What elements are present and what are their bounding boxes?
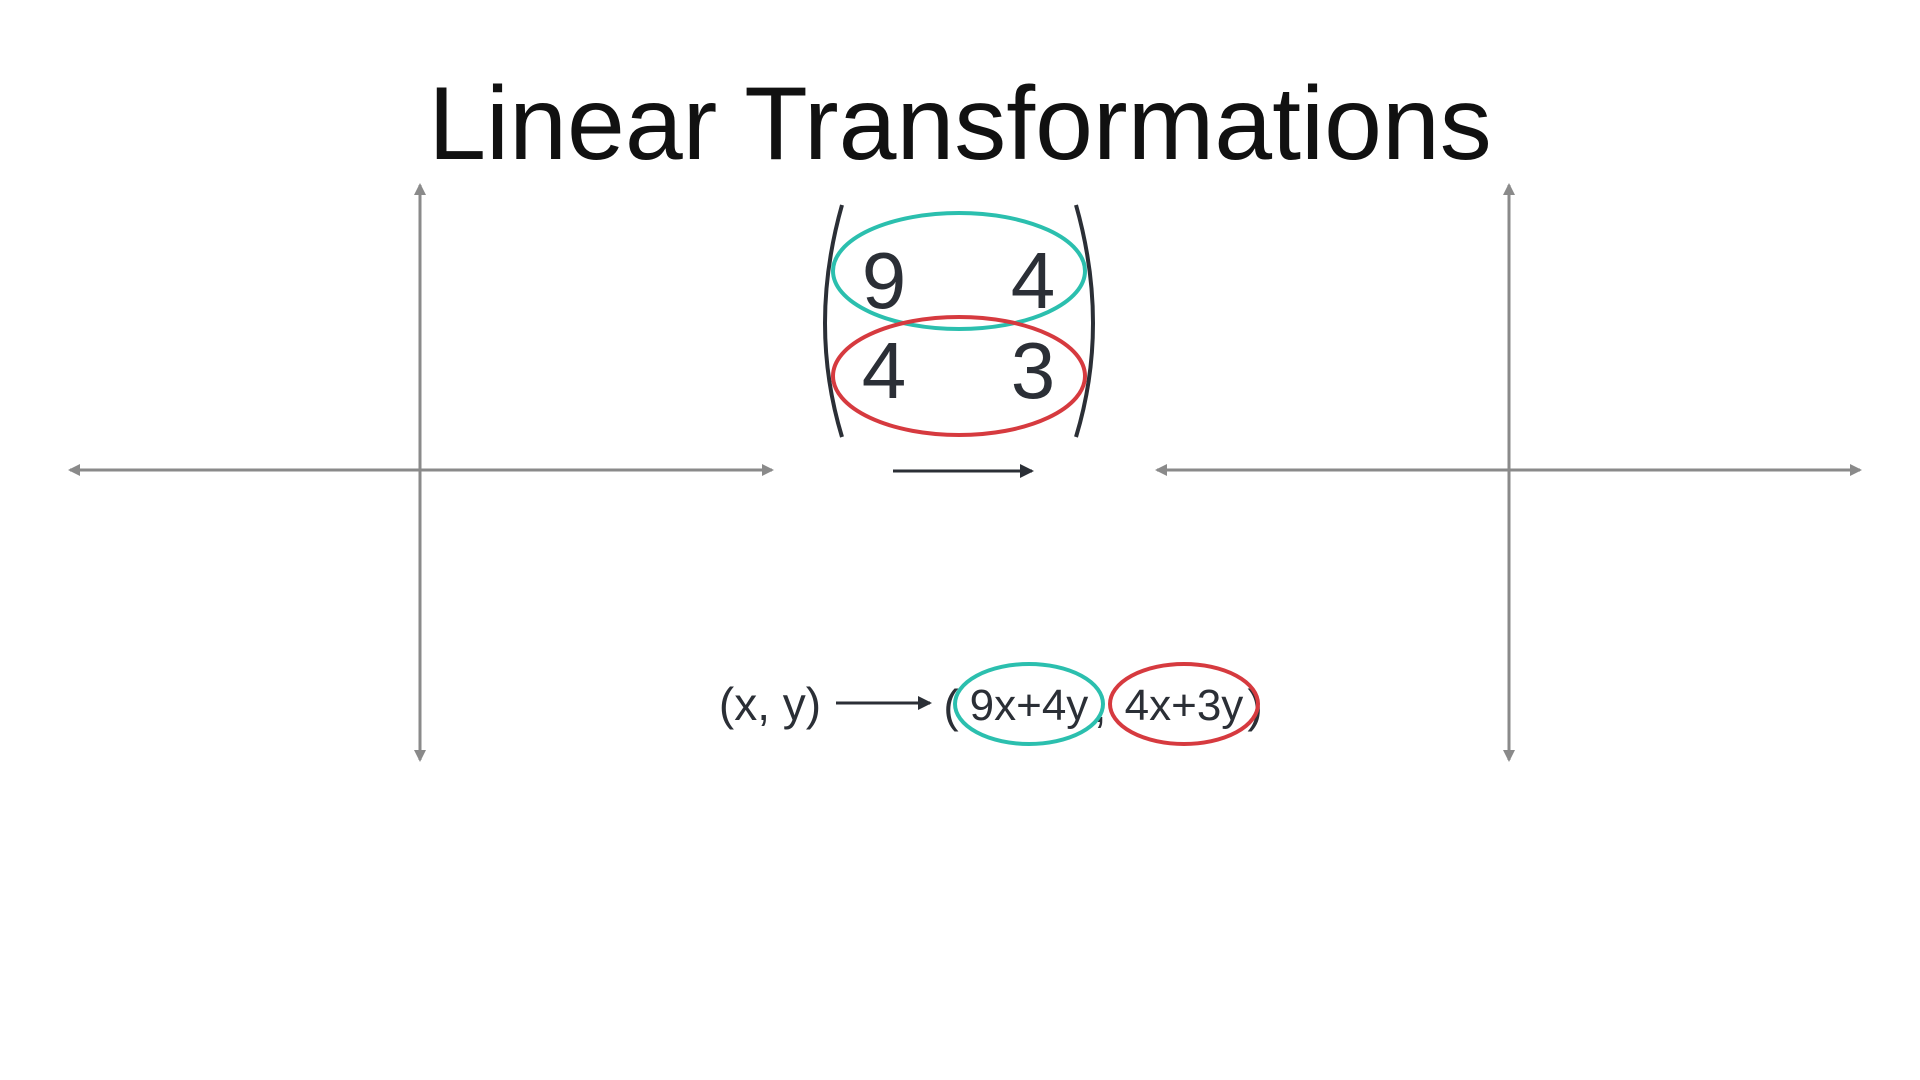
output-x-highlight-ellipse [953, 662, 1105, 746]
output-y-highlight-ellipse [1108, 662, 1260, 746]
matrix-left-bracket [823, 204, 844, 438]
slide-title: Linear Transformations [428, 66, 1492, 182]
mapping-equation: (x, y) ( 9x+4y , 4x+3y ) [719, 662, 1263, 746]
matrix-entry-r2c1: 4 [862, 326, 907, 415]
matrix-right-bracket [1074, 204, 1095, 438]
matrix: 9 4 4 3 [823, 204, 1095, 438]
mapping-output-y: 4x+3y [1125, 681, 1244, 730]
mapping-open-paren: ( [943, 680, 959, 732]
right-axes [1155, 183, 1862, 762]
row2-highlight-ellipse [831, 315, 1087, 437]
matrix-entry-r2c2: 3 [1011, 326, 1056, 415]
mapping-input: (x, y) [719, 678, 821, 730]
mapping-output-x: 9x+4y [970, 681, 1089, 730]
row1-highlight-ellipse [831, 211, 1087, 331]
left-axes [68, 183, 774, 762]
